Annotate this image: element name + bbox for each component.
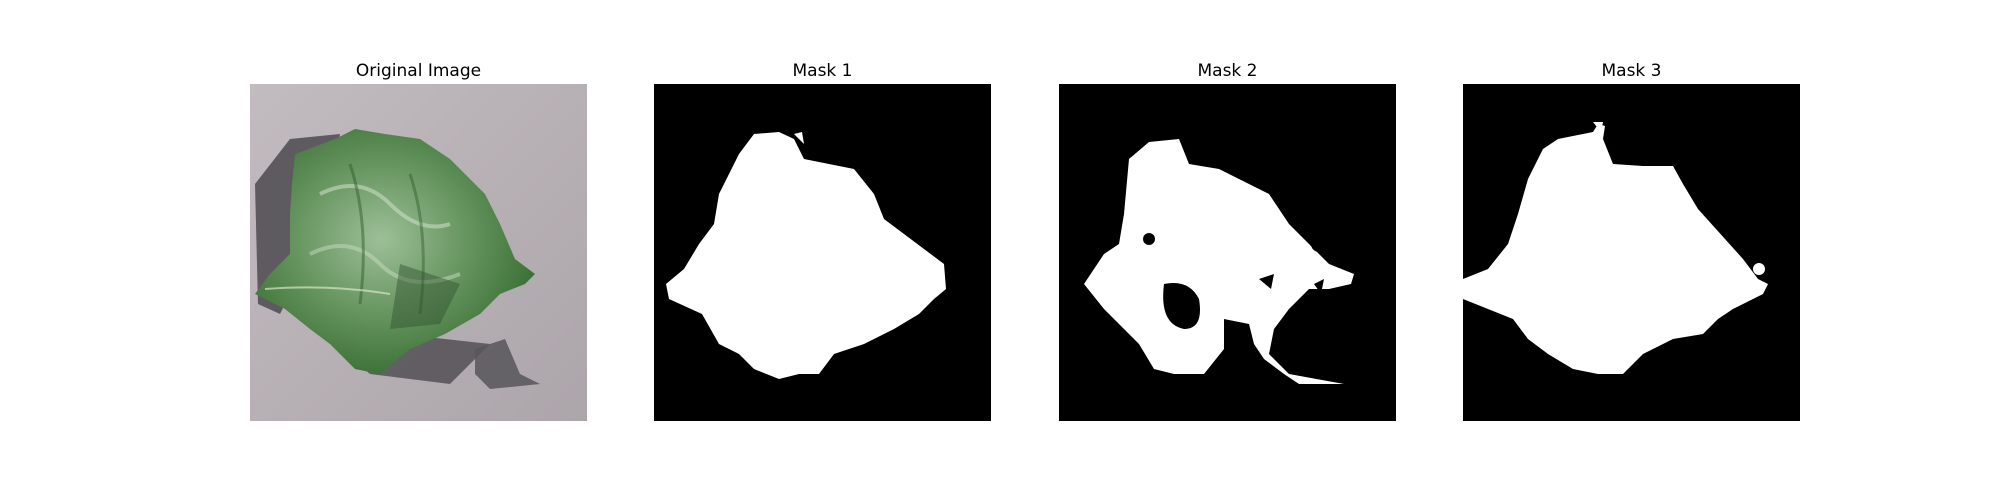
panel-title: Original Image bbox=[355, 61, 482, 81]
original-image bbox=[250, 84, 587, 421]
mask-hole bbox=[1163, 283, 1200, 329]
mask-2-image bbox=[1059, 84, 1396, 421]
mask-1-image bbox=[654, 84, 991, 421]
shadow-patch bbox=[475, 339, 540, 389]
mask-region bbox=[666, 132, 946, 379]
mask-hole bbox=[1311, 236, 1327, 252]
panel-title: Mask 3 bbox=[1601, 61, 1662, 81]
panel-original: Original Image bbox=[250, 58, 587, 421]
panel-title: Mask 2 bbox=[1197, 61, 1258, 81]
panel-mask-1: Mask 1 bbox=[654, 58, 991, 421]
mask-region bbox=[1463, 124, 1768, 374]
panel-mask-2: Mask 2 bbox=[1059, 58, 1396, 421]
mask-3-image bbox=[1463, 84, 1800, 421]
panel-title: Mask 1 bbox=[792, 61, 853, 81]
mask-hole bbox=[1143, 233, 1155, 245]
mask-region bbox=[1084, 139, 1354, 384]
panel-mask-3: Mask 3 bbox=[1463, 58, 1800, 421]
